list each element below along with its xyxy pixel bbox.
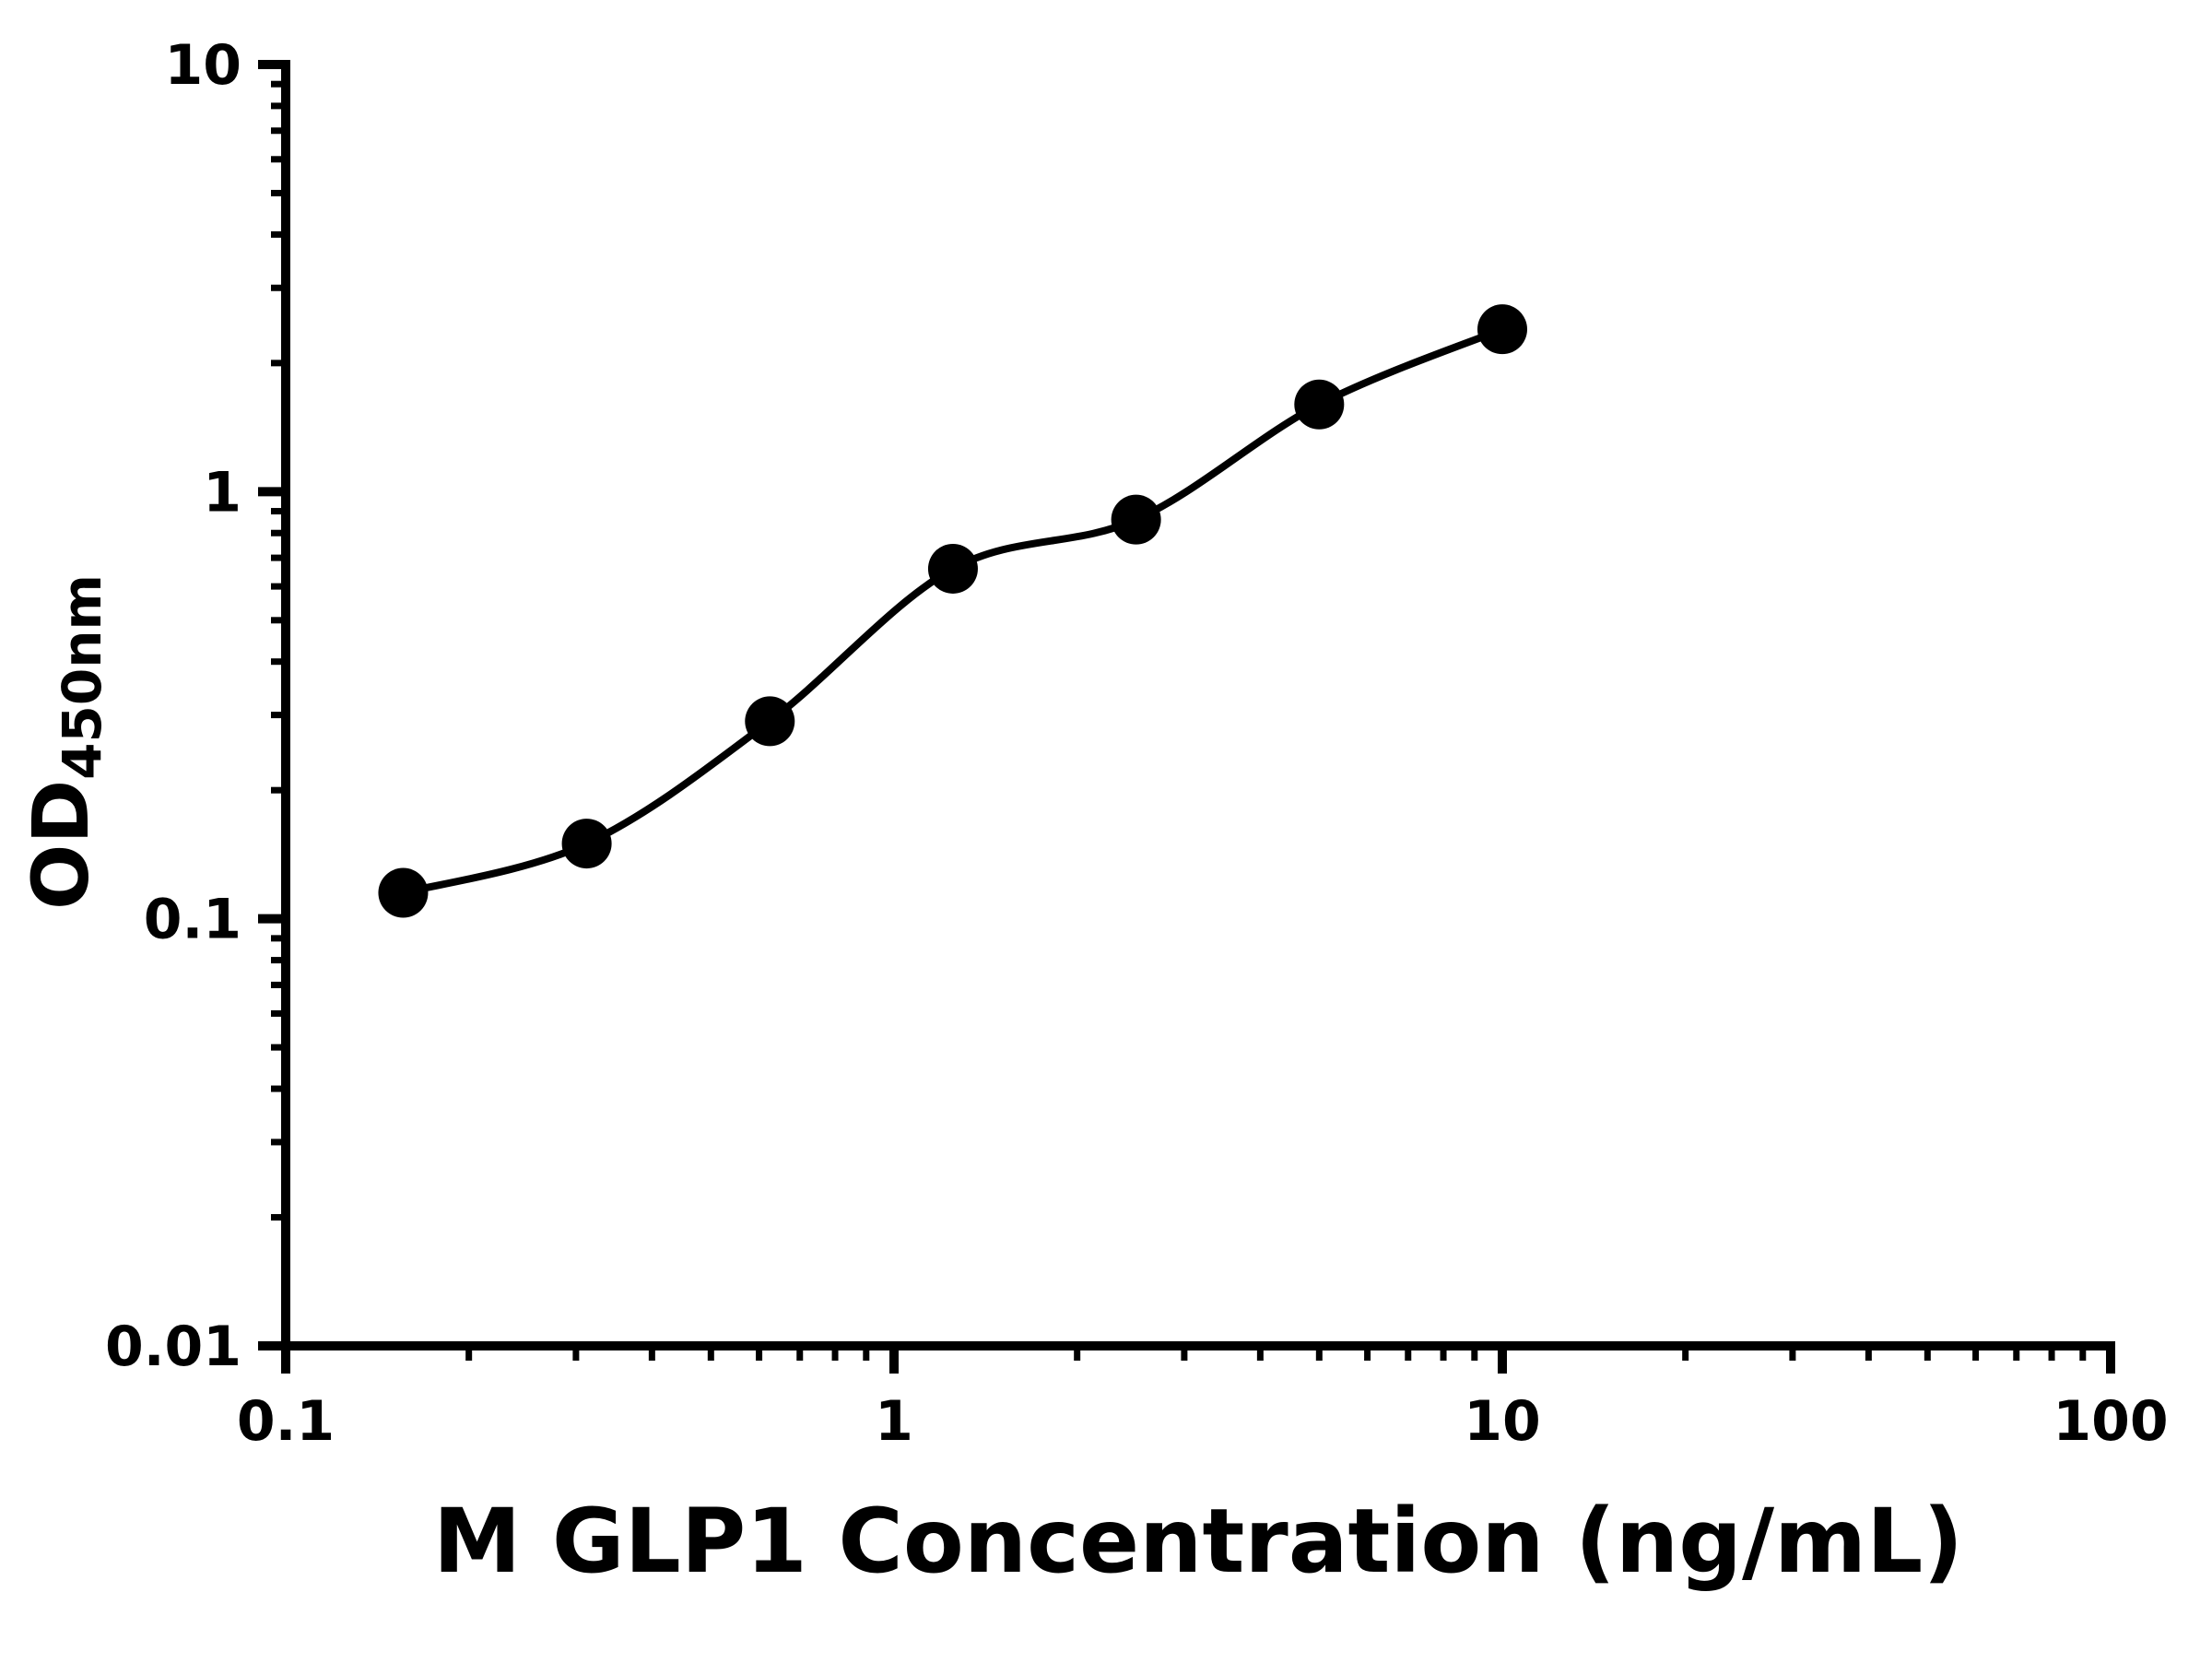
data-point [561,819,612,869]
y-tick-label: 0.01 [105,1315,241,1379]
x-tick-label: 1 [875,1389,913,1454]
data-point [1111,494,1161,545]
x-tick-label: 10 [1464,1389,1541,1454]
y-tick-label: 0.1 [144,888,241,952]
y-tick-label: 10 [165,33,242,98]
data-point [1294,379,1345,430]
y-axis-title: OD450nm [16,574,113,910]
data-point [378,867,429,918]
x-tick-label: 100 [2053,1389,2168,1454]
data-point [745,696,795,747]
x-tick-label: 0.1 [237,1389,335,1454]
x-axis-title: M GLP1 Concentration (ng/mL) [433,1490,1963,1593]
data-point [927,543,978,594]
y-tick-label: 1 [203,460,241,525]
data-point [1477,304,1527,355]
